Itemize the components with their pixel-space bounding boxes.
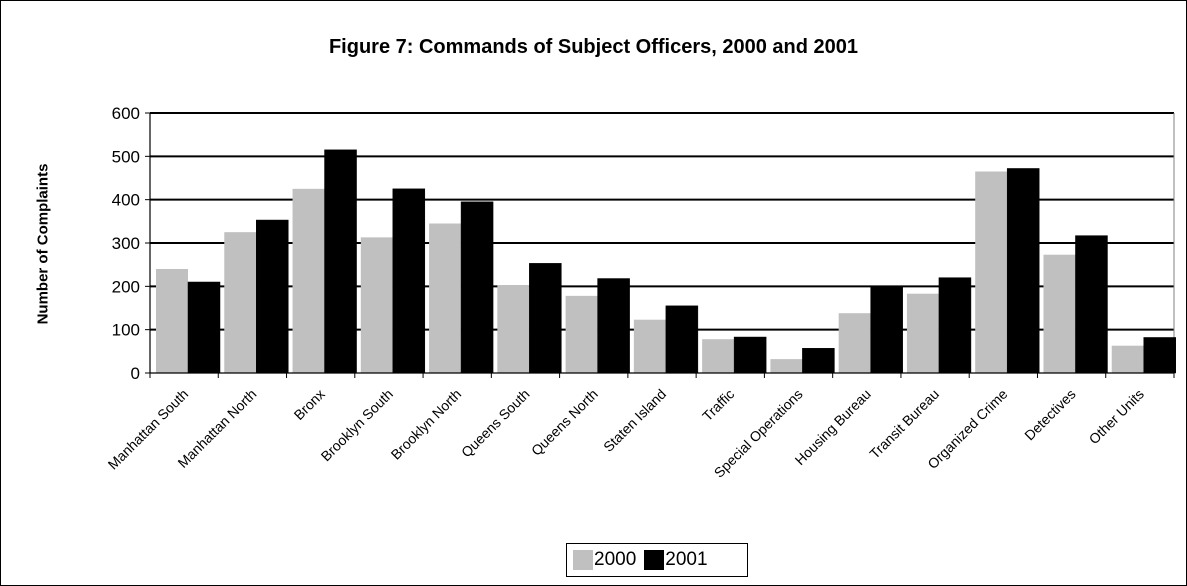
bar-2001-staten-island xyxy=(665,305,699,374)
x-tick-label-transit-bureau: Transit Bureau xyxy=(866,386,942,462)
bar-2001-organized-crime xyxy=(1006,168,1040,374)
bar-2000-queens-south xyxy=(497,285,530,373)
legend-label-2001: 2001 xyxy=(665,549,708,570)
bar-2001-brooklyn-north xyxy=(460,201,494,374)
bar-2000-staten-island xyxy=(633,319,666,373)
legend-entry-2001: 2001 xyxy=(644,549,708,571)
x-tick-label-bronx: Bronx xyxy=(291,386,328,423)
bar-2001-housing-bureau xyxy=(870,286,903,374)
bar-2000-brooklyn-north xyxy=(429,223,462,373)
bar-2000-transit-bureau xyxy=(906,293,939,373)
x-tick-label-traffic: Traffic xyxy=(699,386,737,424)
bar-2000-special-operations xyxy=(770,359,803,373)
bar-2001-queens-south xyxy=(529,263,562,374)
legend-swatch-2000 xyxy=(573,550,593,570)
legend-entry-2000: 2000 xyxy=(573,549,636,571)
bar-2000-other-units xyxy=(1111,345,1144,373)
bar-2000-queens-north xyxy=(565,295,598,373)
y-tick-label-500: 500 xyxy=(112,147,140,166)
x-tick-label-detectives: Detectives xyxy=(1021,386,1079,444)
bar-2001-detectives xyxy=(1075,235,1108,374)
bar-2001-bronx xyxy=(324,149,357,374)
bar-2000-manhattan-south xyxy=(156,269,188,373)
bar-2000-bronx xyxy=(292,188,325,373)
legend-swatch-2001 xyxy=(644,550,665,570)
y-tick-label-200: 200 xyxy=(112,277,140,296)
bar-2000-detectives xyxy=(1043,254,1076,373)
x-tick-label-brooklyn-south: Brooklyn South xyxy=(318,386,396,464)
x-tick-label-staten-island: Staten Island xyxy=(600,386,669,455)
legend: 2000 2001 xyxy=(566,543,748,577)
y-tick-label-300: 300 xyxy=(112,234,140,253)
bar-2001-special-operations xyxy=(802,348,835,374)
y-tick-label-0: 0 xyxy=(131,364,140,383)
bar-2001-other-units xyxy=(1143,337,1176,374)
bar-2001-manhattan-north xyxy=(256,219,289,374)
y-tick-label-400: 400 xyxy=(112,191,140,210)
bar-2000-brooklyn-south xyxy=(360,237,393,373)
x-tick-label-queens-north: Queens North xyxy=(528,386,601,459)
bar-2000-organized-crime xyxy=(975,171,1008,373)
x-tick-label-brooklyn-north: Brooklyn North xyxy=(388,386,465,463)
legend-label-2000: 2000 xyxy=(594,549,637,570)
bar-2001-brooklyn-south xyxy=(392,188,426,374)
bar-2001-manhattan-south xyxy=(187,281,221,374)
y-tick-label-100: 100 xyxy=(112,321,140,340)
bar-2001-queens-north xyxy=(597,278,630,374)
bar-2001-traffic xyxy=(733,336,767,374)
bar-2000-housing-bureau xyxy=(838,313,871,373)
x-tick-label-queens-south: Queens South xyxy=(458,386,533,461)
x-tick-label-other-units: Other Units xyxy=(1086,386,1147,447)
bar-2000-traffic xyxy=(702,339,735,373)
chart-title: Figure 7: Commands of Subject Officers, … xyxy=(328,36,859,58)
bar-2000-manhattan-north xyxy=(224,232,257,373)
y-tick-label-600: 600 xyxy=(112,104,140,123)
bar-2001-transit-bureau xyxy=(938,277,972,374)
